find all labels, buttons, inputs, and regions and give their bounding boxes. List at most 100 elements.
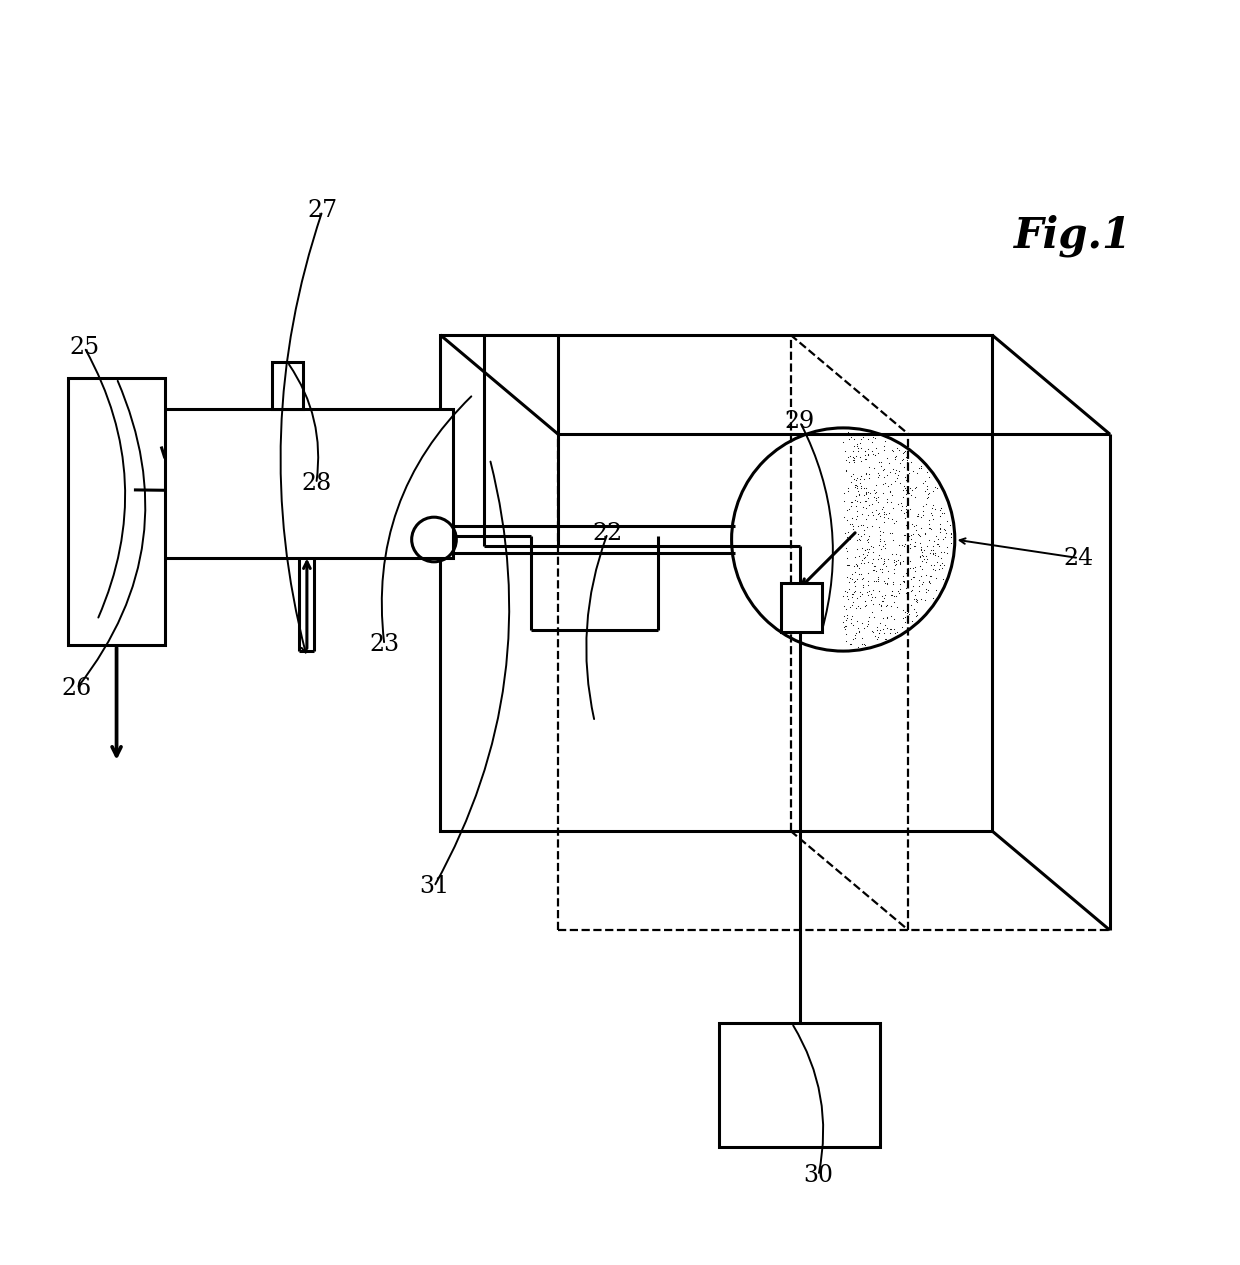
Point: [919, 482, 939, 502]
Point: [856, 540, 875, 560]
Point: [874, 588, 894, 608]
Point: [875, 538, 895, 558]
Point: [869, 545, 889, 565]
Point: [911, 517, 931, 538]
Point: [843, 464, 863, 484]
Point: [839, 555, 859, 576]
Point: [878, 492, 898, 512]
Point: [931, 548, 951, 568]
Point: [857, 539, 877, 559]
Point: [877, 573, 897, 593]
Point: [885, 447, 905, 467]
Point: [898, 468, 918, 488]
Point: [888, 550, 908, 571]
Point: [894, 476, 914, 496]
Point: [932, 558, 952, 578]
Point: [884, 559, 904, 579]
Point: [903, 479, 923, 500]
Point: [862, 587, 882, 607]
Point: [915, 589, 935, 610]
Point: [866, 445, 885, 466]
Point: [843, 469, 863, 490]
Point: [897, 584, 916, 605]
Point: [854, 546, 874, 567]
Point: [837, 459, 857, 479]
Point: [842, 514, 862, 534]
Point: [911, 589, 931, 610]
Point: [868, 443, 888, 463]
Point: [874, 622, 894, 643]
Point: [858, 574, 878, 595]
Point: [870, 614, 890, 634]
Point: [877, 503, 897, 524]
Point: [841, 608, 861, 629]
Point: [848, 617, 868, 638]
Point: [911, 539, 931, 559]
Point: [934, 541, 954, 562]
Point: [869, 535, 889, 555]
Point: [843, 424, 863, 444]
Point: [839, 568, 859, 588]
Point: [919, 514, 939, 534]
Point: [851, 466, 870, 486]
Point: [851, 447, 870, 467]
Point: [913, 573, 932, 593]
Point: [897, 447, 916, 467]
Point: [910, 526, 930, 546]
Point: [866, 555, 885, 576]
Point: [862, 516, 882, 536]
Point: [837, 608, 857, 629]
Point: [920, 543, 940, 563]
Point: [862, 584, 882, 605]
Point: [842, 606, 862, 626]
Point: [844, 429, 864, 449]
Point: [921, 540, 941, 560]
Point: [847, 491, 867, 511]
Point: [898, 553, 918, 573]
Point: [910, 507, 930, 528]
Point: [929, 536, 949, 557]
Point: [874, 553, 894, 573]
Point: [913, 558, 932, 578]
Point: [880, 462, 900, 482]
Point: [920, 573, 940, 593]
Point: [898, 558, 918, 578]
Point: [859, 463, 879, 483]
Point: [916, 488, 936, 509]
Point: [895, 582, 915, 602]
Point: [915, 472, 935, 492]
Point: [873, 460, 893, 481]
Point: [842, 587, 862, 607]
Point: [895, 507, 915, 528]
Point: [919, 572, 939, 592]
Point: [888, 622, 908, 643]
Point: [905, 560, 925, 581]
Point: [849, 564, 869, 584]
Point: [910, 533, 930, 553]
Point: [929, 546, 949, 567]
Point: [904, 535, 924, 555]
Point: [849, 486, 869, 506]
Point: [909, 506, 929, 526]
Point: [898, 501, 918, 521]
Point: [885, 471, 905, 491]
Point: [900, 478, 920, 498]
Point: [941, 528, 961, 548]
Point: [872, 562, 892, 582]
Point: [894, 503, 914, 524]
Point: [841, 447, 861, 467]
Point: [898, 495, 918, 515]
Point: [897, 498, 916, 519]
Point: [897, 484, 916, 505]
Point: [835, 606, 854, 626]
Point: [903, 611, 923, 631]
Point: [842, 472, 862, 492]
Point: [863, 426, 883, 447]
Point: [838, 447, 858, 467]
Point: [858, 429, 878, 449]
Point: [921, 565, 941, 586]
Point: [836, 449, 856, 469]
Point: [892, 535, 911, 555]
Point: [893, 443, 913, 463]
Point: [864, 555, 884, 576]
